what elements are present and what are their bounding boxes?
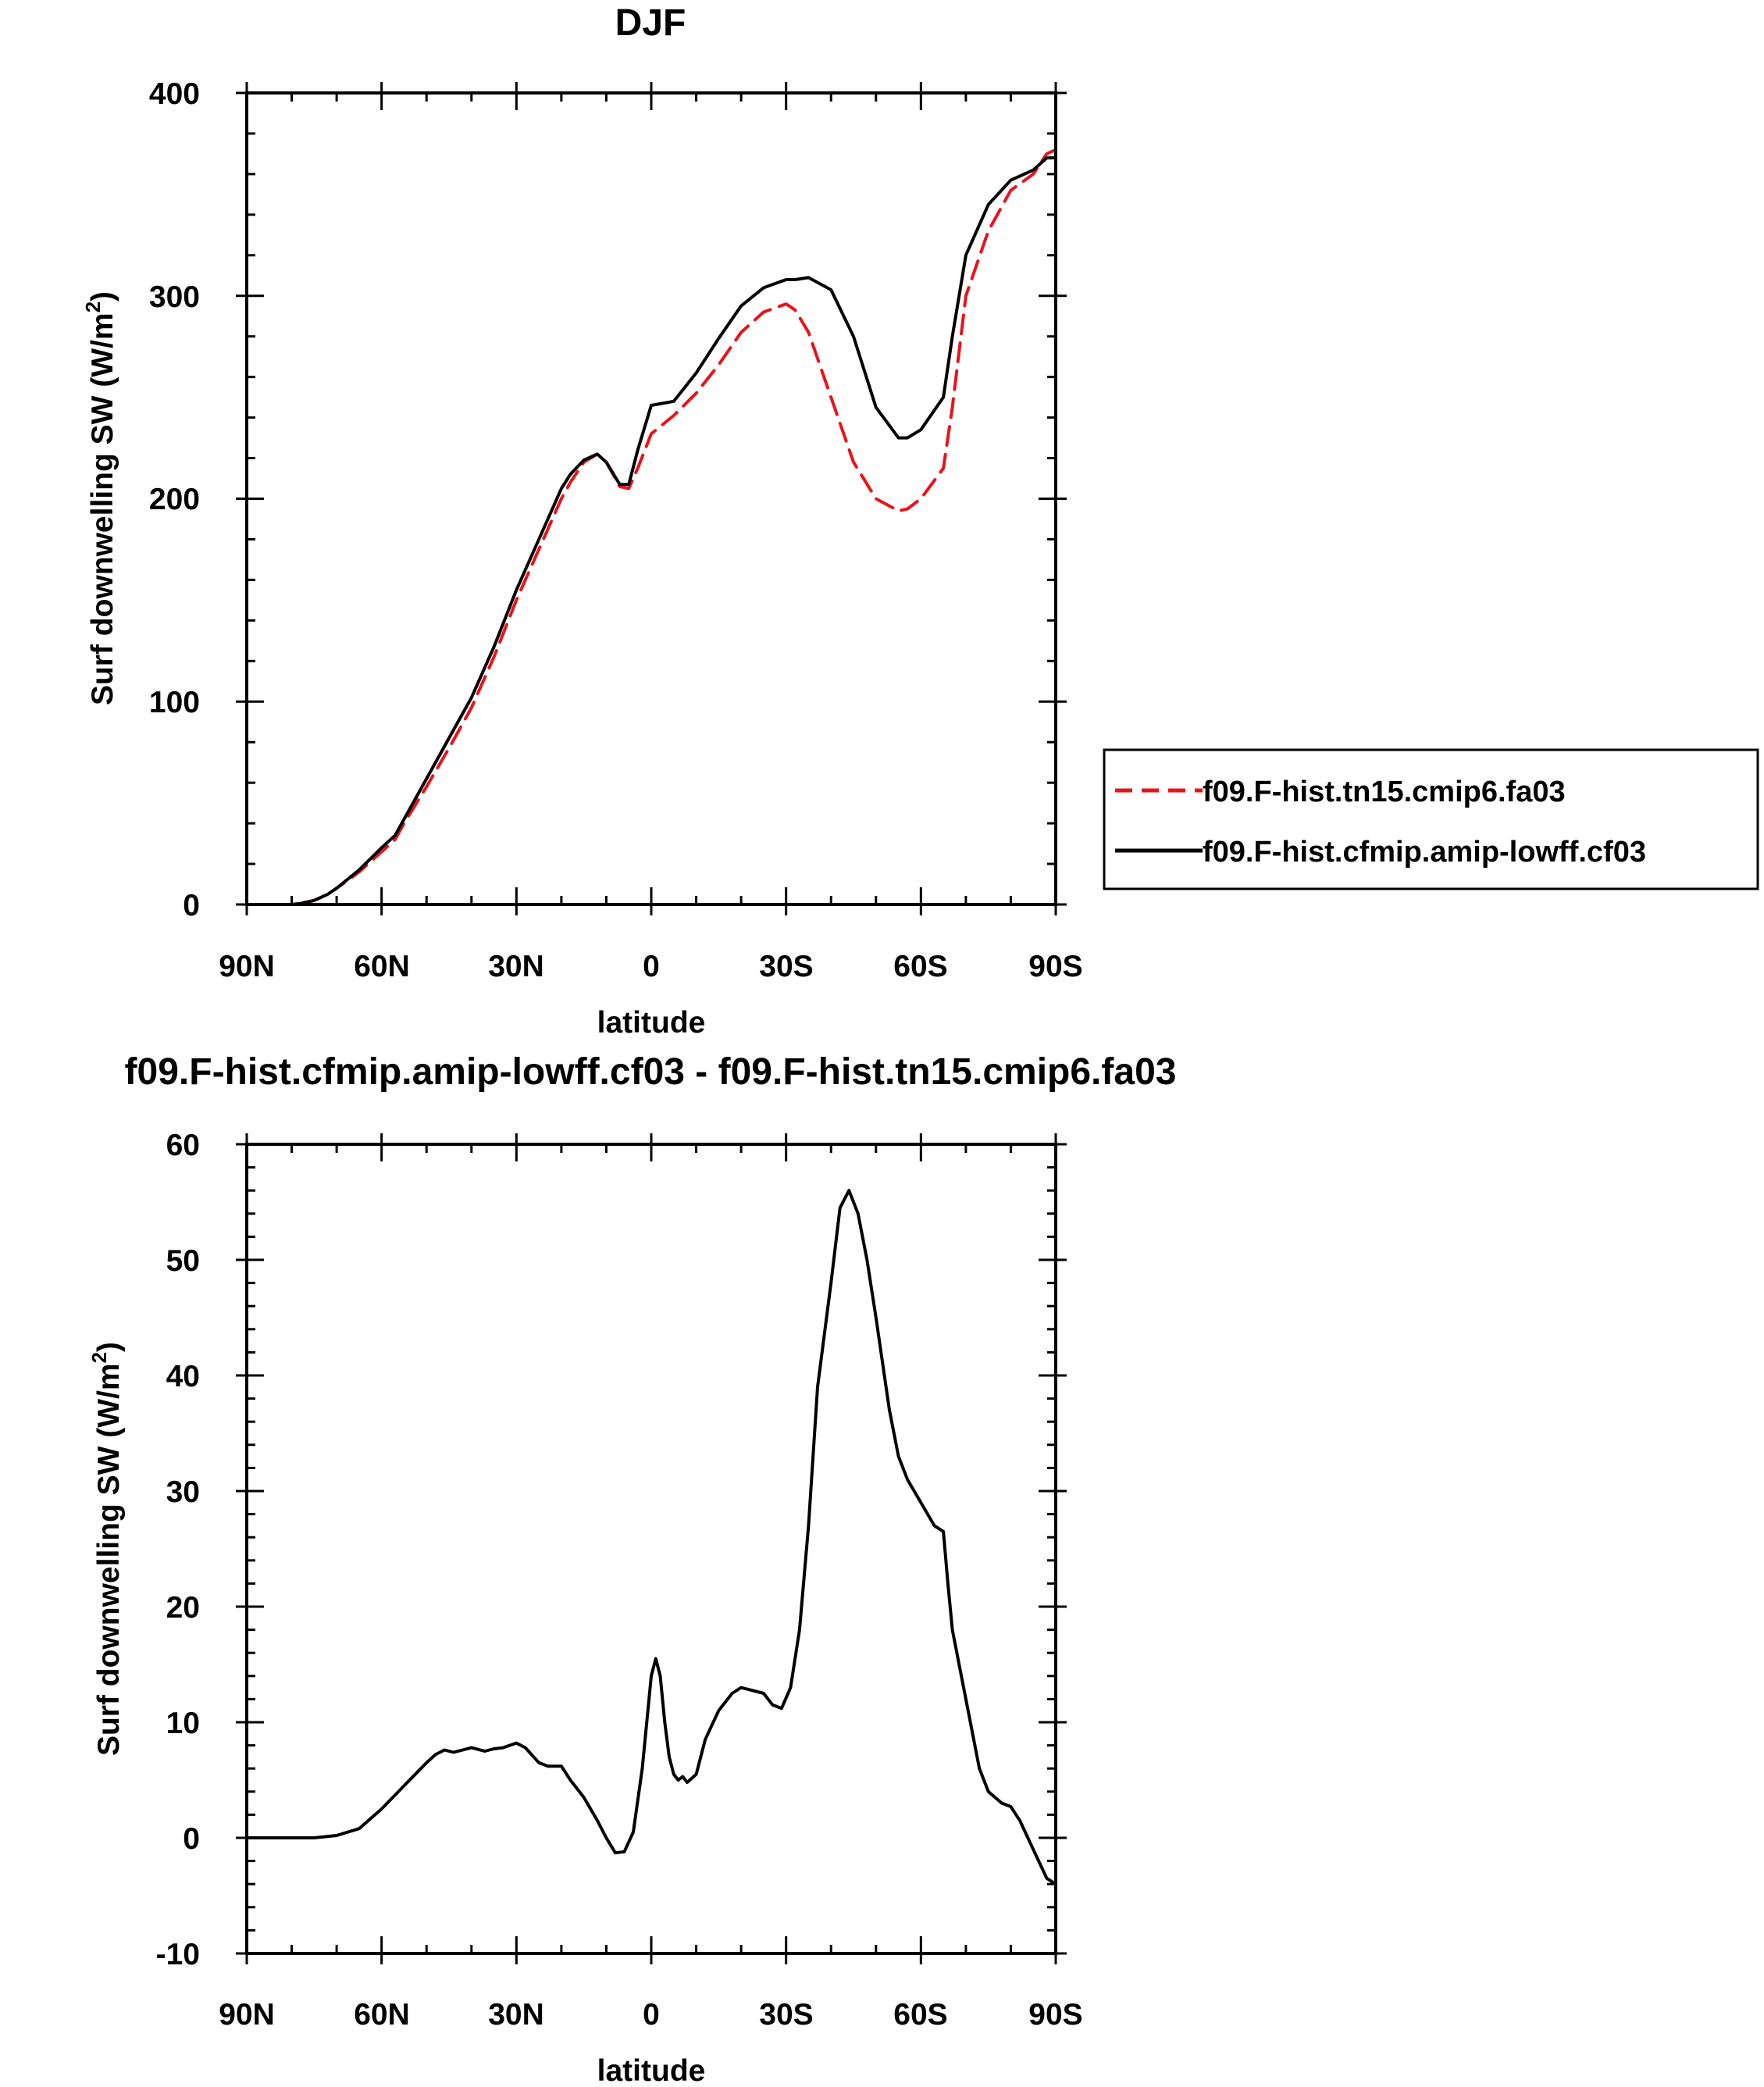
- bottom-series-line-1: [245, 1189, 1057, 1886]
- bottom-x-tick-label: 60N: [354, 1998, 410, 2032]
- top-y-axis-label-sup: 2: [81, 301, 105, 312]
- bottom-y-tick-label: 50: [166, 1244, 200, 1278]
- top-chart-title: DJF: [615, 2, 686, 44]
- top-y-axis-label-close: ): [86, 291, 119, 301]
- top-x-tick-label: 90S: [1028, 950, 1082, 983]
- bottom-plot-frame: [245, 1143, 1057, 1955]
- bottom-x-tick-label: 30S: [759, 1998, 813, 2032]
- legend-label-series-1: f09.F-hist.tn15.cmip6.fa03: [1203, 776, 1566, 808]
- top-x-tick-label: 60S: [893, 950, 947, 983]
- top-x-tick-labels: 90N 60N 30N 0 30S 60S 90S: [219, 950, 1082, 983]
- top-y-tick-label: 300: [149, 280, 200, 314]
- top-y-axis-label-text: Surf downwelling SW (W/m: [86, 312, 119, 705]
- bottom-y-axis-label: Surf downwelling SW (W/m2): [87, 1342, 126, 1756]
- top-axis-ticks: [236, 82, 1067, 915]
- top-x-tick-label: 30N: [488, 950, 544, 983]
- bottom-x-tick-label: 90N: [219, 1998, 275, 2032]
- bottom-y-tick-label: 60: [166, 1129, 200, 1162]
- top-legend: f09.F-hist.tn15.cmip6.fa03 f09.F-hist.cf…: [1103, 748, 1759, 890]
- bottom-y-tick-label: 40: [166, 1360, 200, 1393]
- bottom-y-axis-label-close: ): [92, 1342, 126, 1352]
- top-x-tick-label: 90N: [219, 950, 275, 983]
- bottom-axis-ticks: [236, 1133, 1067, 1964]
- top-y-tick-labels: 0 100 200 300 400: [149, 77, 200, 922]
- top-y-tick-label: 400: [149, 77, 200, 111]
- top-y-tick-label: 100: [149, 686, 200, 719]
- top-series-line-2: [245, 156, 1057, 906]
- bottom-x-tick-labels: 90N 60N 30N 0 30S 60S 90S: [219, 1998, 1082, 2032]
- top-series-line-1: [245, 148, 1057, 906]
- top-y-tick-label: 200: [149, 483, 200, 516]
- bottom-panel: f09.F-hist.cfmip.amip-lowff.cf03 - f09.F…: [87, 1051, 1176, 2087]
- bottom-x-tick-label: 30N: [488, 1998, 544, 2032]
- top-series-lines: [245, 148, 1057, 906]
- bottom-y-axis-label-text: Surf downwelling SW (W/m: [92, 1363, 126, 1756]
- top-panel: DJF 0 100 200 300 400 90N 60N 30N 0 30S …: [81, 2, 1759, 1040]
- bottom-y-tick-label: 0: [183, 1822, 200, 1856]
- top-x-tick-label: 30S: [759, 950, 813, 983]
- bottom-y-tick-labels: -10 0 10 20 30 40 50 60: [156, 1129, 200, 1971]
- bottom-x-axis-label: latitude: [597, 2054, 706, 2087]
- top-x-axis-label: latitude: [597, 1006, 706, 1040]
- top-y-axis-label: Surf downwelling SW (W/m2): [81, 291, 119, 705]
- bottom-y-tick-label: 30: [166, 1475, 200, 1509]
- legend-box: [1103, 748, 1759, 890]
- top-x-tick-label: 60N: [354, 950, 410, 983]
- bottom-y-tick-label: 10: [166, 1707, 200, 1740]
- top-y-tick-label: 0: [183, 889, 200, 922]
- bottom-chart-title: f09.F-hist.cfmip.amip-lowff.cf03 - f09.F…: [125, 1051, 1177, 1093]
- bottom-x-tick-label: 0: [643, 1998, 660, 2032]
- bottom-series-lines: [245, 1189, 1057, 1886]
- bottom-y-tick-label: 20: [166, 1591, 200, 1625]
- bottom-x-tick-label: 60S: [893, 1998, 947, 2032]
- legend-label-series-2: f09.F-hist.cfmip.amip-lowff.cf03: [1203, 836, 1646, 869]
- bottom-y-axis-label-sup: 2: [87, 1352, 111, 1363]
- top-plot-frame: [245, 91, 1057, 906]
- bottom-y-tick-label: -10: [156, 1938, 200, 1971]
- bottom-x-tick-label: 90S: [1028, 1998, 1082, 2032]
- top-x-tick-label: 0: [643, 950, 660, 983]
